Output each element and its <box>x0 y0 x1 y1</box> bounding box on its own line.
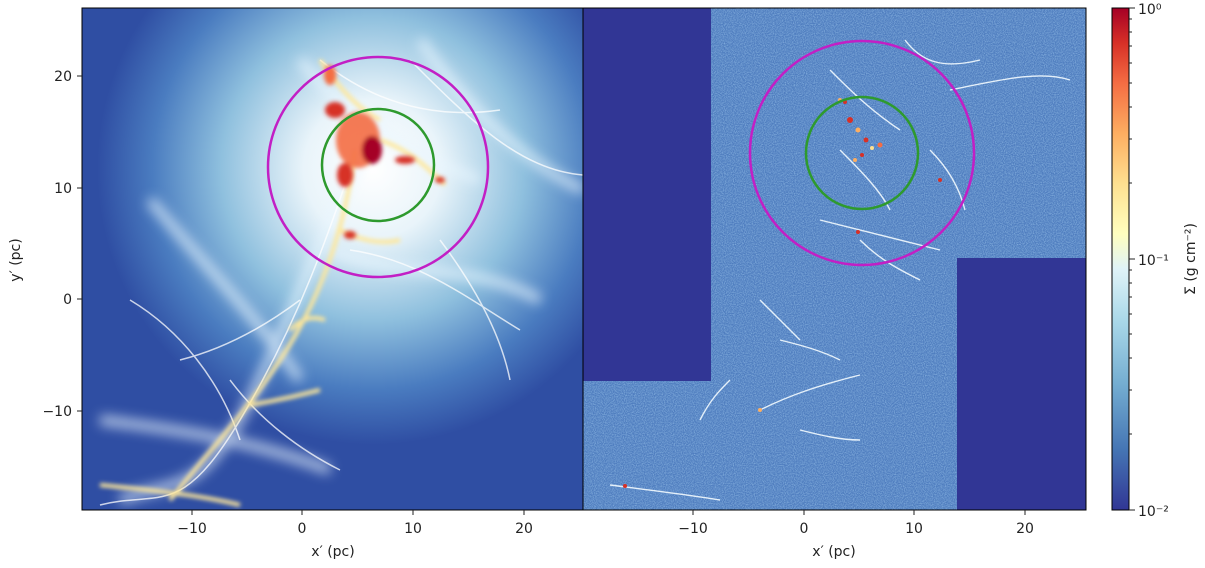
left-ytick-label: 0 <box>63 292 72 308</box>
left-yaxis-label: y′ (pc) <box>8 238 24 281</box>
inner-circle-right <box>804 95 920 211</box>
right-panel <box>583 8 1086 510</box>
colorbar-ticks <box>1129 7 1135 511</box>
left-xtick-label: 20 <box>515 521 533 537</box>
left-ytick-label: 20 <box>54 69 72 85</box>
left-panel <box>82 8 583 510</box>
right-xtick-label: 10 <box>905 521 923 537</box>
left-x-axis <box>191 510 525 515</box>
outer-circle-right <box>748 39 976 267</box>
right-xtick-label: −10 <box>678 521 708 537</box>
left-y-axis <box>77 75 82 412</box>
right-xtick-label: 20 <box>1016 521 1034 537</box>
left-xaxis-label: x′ (pc) <box>311 544 354 560</box>
left-ytick-label: 10 <box>54 181 72 197</box>
left-xtick-label: 0 <box>298 521 307 537</box>
right-core-points <box>623 98 942 488</box>
colorbar-tick-label: 10⁻² <box>1138 504 1169 520</box>
right-xaxis-label: x′ (pc) <box>812 544 855 560</box>
colorbar <box>1111 7 1130 511</box>
outer-circle-left <box>266 55 490 279</box>
right-x-axis <box>692 510 1026 515</box>
left-xtick-label: 10 <box>404 521 422 537</box>
residual-noise-region <box>583 8 1086 510</box>
colorbar-tick-label: 10⁻¹ <box>1138 253 1169 269</box>
left-ytick-label: −10 <box>42 404 72 420</box>
right-filaments <box>609 39 1071 501</box>
colorbar-label: Σ (g cm⁻²) <box>1183 223 1199 295</box>
left-core-red <box>324 65 445 239</box>
left-filaments <box>99 59 583 506</box>
left-xtick-label: −10 <box>177 521 207 537</box>
colorbar-tick-label: 10⁰ <box>1138 2 1162 18</box>
inner-circle-left <box>320 107 436 223</box>
right-panel-frame <box>582 7 1087 511</box>
right-xtick-label: 0 <box>800 521 809 537</box>
